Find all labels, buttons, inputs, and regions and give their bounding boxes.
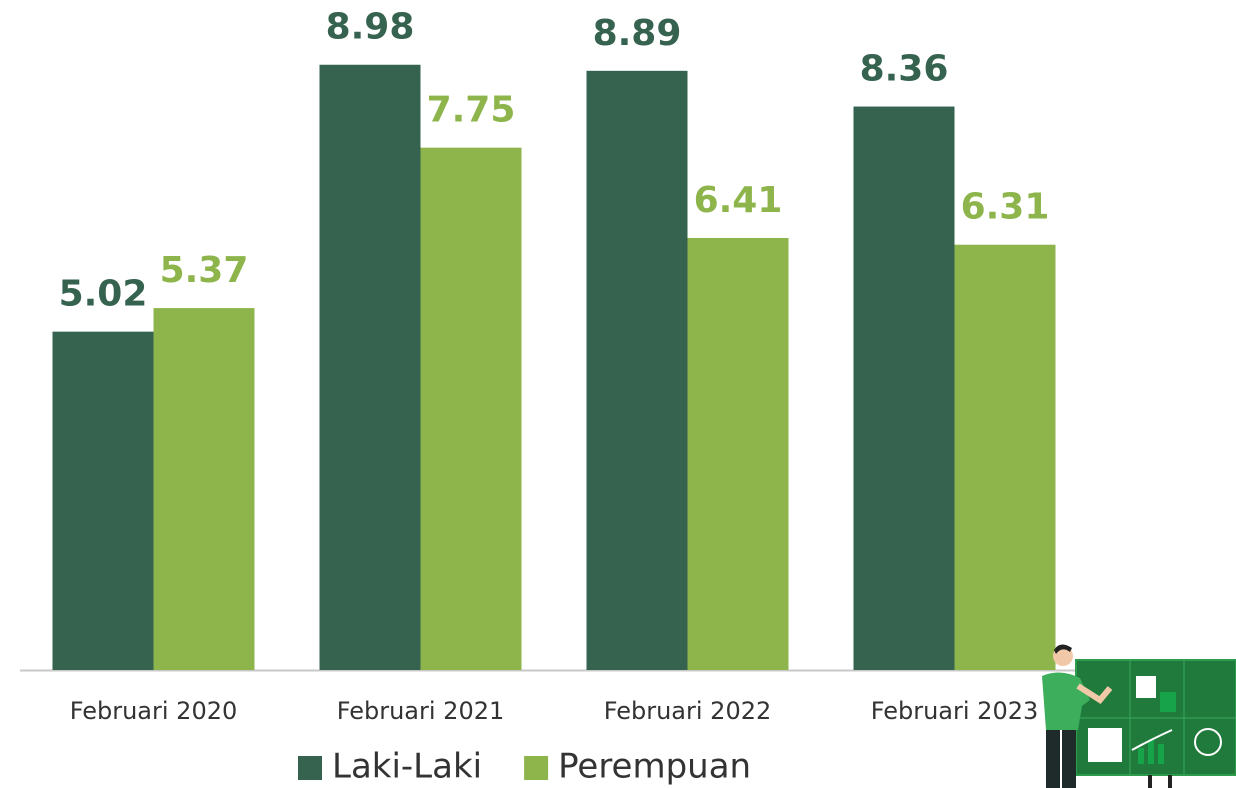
- data-label: 8.98: [326, 7, 415, 48]
- legend-label: Laki-Laki: [332, 747, 482, 787]
- bar: [420, 147, 522, 670]
- illustration: [1042, 644, 1236, 788]
- data-label: 8.89: [593, 13, 682, 54]
- data-label: 8.36: [860, 49, 949, 90]
- bar: [853, 106, 955, 670]
- bar: [687, 237, 789, 670]
- legend-swatch: [524, 756, 549, 780]
- data-label: 7.75: [427, 90, 516, 131]
- data-label: 6.41: [694, 180, 783, 221]
- bar: [52, 331, 154, 670]
- legend-label: Perempuan: [558, 747, 751, 787]
- x-tick-label: Februari 2021: [337, 697, 505, 725]
- x-tick-label: Februari 2022: [604, 697, 772, 725]
- bar: [319, 64, 421, 671]
- bar: [586, 70, 688, 670]
- bar: [153, 308, 255, 670]
- bar: [954, 244, 1056, 670]
- x-tick-label: Februari 2023: [871, 697, 1039, 725]
- legend-swatch: [298, 756, 322, 780]
- data-label: 5.02: [59, 274, 148, 315]
- data-label: 6.31: [961, 187, 1050, 228]
- x-tick-label: Februari 2020: [70, 697, 238, 725]
- data-label: 5.37: [160, 250, 249, 291]
